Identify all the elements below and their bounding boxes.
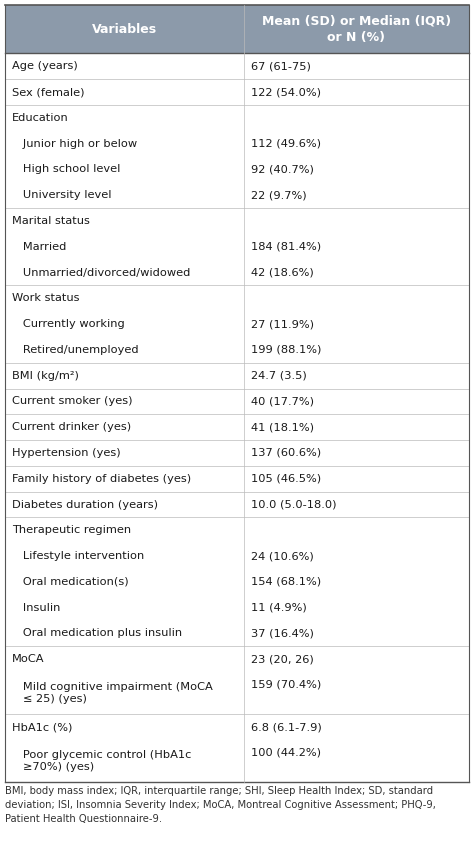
Bar: [5, 594, 469, 620]
Bar: [5, 569, 469, 594]
Bar: [5, 740, 469, 782]
Text: 23 (20, 26): 23 (20, 26): [251, 654, 314, 664]
Text: Current smoker (yes): Current smoker (yes): [12, 396, 133, 406]
Text: MoCA: MoCA: [12, 654, 45, 664]
Text: 24.7 (3.5): 24.7 (3.5): [251, 371, 307, 380]
Bar: [5, 234, 469, 260]
Text: 22 (9.7%): 22 (9.7%): [251, 191, 307, 200]
Text: Mild cognitive impairment (MoCA
   ≤ 25) (yes): Mild cognitive impairment (MoCA ≤ 25) (y…: [12, 682, 213, 704]
Text: 42 (18.6%): 42 (18.6%): [251, 267, 314, 277]
Text: Married: Married: [12, 242, 66, 252]
Text: 24 (10.6%): 24 (10.6%): [251, 551, 314, 561]
Text: 154 (68.1%): 154 (68.1%): [251, 577, 321, 587]
Text: Mean (SD) or Median (IQR)
or N (%): Mean (SD) or Median (IQR) or N (%): [262, 14, 451, 44]
Bar: [5, 491, 469, 518]
Text: Family history of diabetes (yes): Family history of diabetes (yes): [12, 474, 191, 484]
Text: Current drinker (yes): Current drinker (yes): [12, 422, 131, 432]
Text: 27 (11.9%): 27 (11.9%): [251, 319, 314, 329]
Bar: [5, 286, 469, 311]
Text: Education: Education: [12, 113, 69, 123]
Text: Insulin: Insulin: [12, 603, 60, 613]
Text: 92 (40.7%): 92 (40.7%): [251, 164, 314, 175]
Bar: [5, 620, 469, 647]
Text: Lifestyle intervention: Lifestyle intervention: [12, 551, 144, 561]
Text: Diabetes duration (years): Diabetes duration (years): [12, 500, 158, 509]
Text: Unmarried/divorced/widowed: Unmarried/divorced/widowed: [12, 267, 191, 277]
Bar: [5, 105, 469, 131]
Bar: [5, 672, 469, 714]
Bar: [5, 311, 469, 337]
Text: 11 (4.9%): 11 (4.9%): [251, 603, 307, 613]
Text: 159 (70.4%): 159 (70.4%): [251, 679, 321, 690]
Bar: [5, 440, 469, 466]
Bar: [5, 414, 469, 440]
Bar: [5, 131, 469, 157]
Bar: [5, 260, 469, 286]
Text: BMI, body mass index; IQR, interquartile range; SHI, Sleep Health Index; SD, sta: BMI, body mass index; IQR, interquartile…: [5, 786, 436, 824]
Text: 37 (16.4%): 37 (16.4%): [251, 628, 314, 638]
Text: Hypertension (yes): Hypertension (yes): [12, 448, 120, 458]
Text: Junior high or below: Junior high or below: [12, 138, 137, 148]
Bar: [5, 53, 469, 79]
Text: BMI (kg/m²): BMI (kg/m²): [12, 371, 79, 380]
Text: Marital status: Marital status: [12, 216, 90, 226]
Text: Therapeutic regimen: Therapeutic regimen: [12, 525, 131, 535]
Bar: [5, 79, 469, 105]
Text: 105 (46.5%): 105 (46.5%): [251, 474, 321, 484]
Text: Work status: Work status: [12, 293, 80, 303]
Text: University level: University level: [12, 191, 111, 200]
Bar: [5, 5, 469, 53]
Bar: [5, 337, 469, 362]
Text: 199 (88.1%): 199 (88.1%): [251, 345, 321, 355]
Text: HbA1c (%): HbA1c (%): [12, 722, 73, 732]
Bar: [5, 714, 469, 740]
Bar: [5, 389, 469, 414]
Text: 122 (54.0%): 122 (54.0%): [251, 87, 321, 97]
Text: Poor glycemic control (HbA1c
   ≥70%) (yes): Poor glycemic control (HbA1c ≥70%) (yes): [12, 750, 191, 772]
Bar: [5, 157, 469, 182]
Text: High school level: High school level: [12, 164, 120, 175]
Text: 41 (18.1%): 41 (18.1%): [251, 422, 314, 432]
Bar: [5, 208, 469, 234]
Text: 137 (60.6%): 137 (60.6%): [251, 448, 321, 458]
Text: Retired/unemployed: Retired/unemployed: [12, 345, 138, 355]
Text: 6.8 (6.1-7.9): 6.8 (6.1-7.9): [251, 722, 322, 732]
Text: 10.0 (5.0-18.0): 10.0 (5.0-18.0): [251, 500, 337, 509]
Bar: [5, 182, 469, 208]
Text: Currently working: Currently working: [12, 319, 125, 329]
Bar: [5, 362, 469, 389]
Text: Age (years): Age (years): [12, 62, 78, 72]
Text: 100 (44.2%): 100 (44.2%): [251, 748, 321, 758]
Text: 184 (81.4%): 184 (81.4%): [251, 242, 321, 252]
Text: 40 (17.7%): 40 (17.7%): [251, 396, 314, 406]
Bar: [5, 647, 469, 672]
Bar: [5, 466, 469, 491]
Bar: [5, 518, 469, 543]
Text: Sex (female): Sex (female): [12, 87, 84, 97]
Text: Variables: Variables: [92, 23, 157, 35]
Text: 67 (61-75): 67 (61-75): [251, 62, 311, 72]
Text: Oral medication plus insulin: Oral medication plus insulin: [12, 628, 182, 638]
Text: Oral medication(s): Oral medication(s): [12, 577, 128, 587]
Text: 112 (49.6%): 112 (49.6%): [251, 138, 321, 148]
Bar: [5, 543, 469, 569]
